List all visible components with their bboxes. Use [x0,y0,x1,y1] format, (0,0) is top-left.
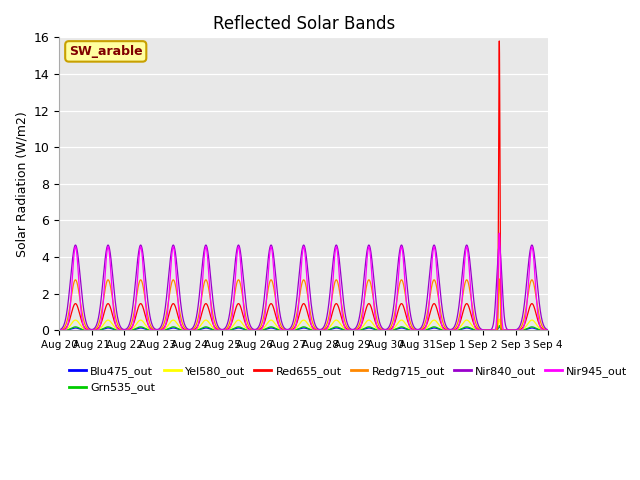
Grn535_out [440,327,448,333]
Yel580_out [55,327,63,333]
Blu475_out [55,327,63,333]
Nir945_out [495,230,503,236]
Grn535_out [489,327,497,333]
Nir945_out [371,310,378,316]
Line: Nir945_out: Nir945_out [59,233,548,330]
Yel580_out [495,316,503,322]
Yel580_out [160,326,168,332]
Yel580_out [543,327,550,333]
Redg715_out [371,305,378,311]
Grn535_out [543,327,550,333]
Yel580_out [155,327,163,333]
Nir840_out [55,327,63,333]
Nir840_out [160,314,168,320]
Nir945_out [440,326,448,332]
Line: Redg715_out: Redg715_out [59,279,548,330]
Redg715_out [155,327,163,333]
Redg715_out [238,291,246,297]
Blu475_out [489,327,497,333]
Nir840_out [155,326,163,332]
Red655_out [491,327,499,333]
Redg715_out [502,327,509,333]
Line: Nir840_out: Nir840_out [59,245,548,330]
Red655_out [371,317,378,323]
Nir945_out [545,327,552,333]
Yel580_out [371,324,378,329]
Legend: Blu475_out, Grn535_out, Yel580_out, Red655_out, Redg715_out, Nir840_out, Nir945_: Blu475_out, Grn535_out, Yel580_out, Red6… [65,361,632,398]
Blu475_out [371,326,378,332]
Title: Reflected Solar Bands: Reflected Solar Bands [212,15,395,33]
Nir945_out [543,327,550,333]
Nir945_out [160,326,168,332]
Y-axis label: Solar Radiation (W/m2): Solar Radiation (W/m2) [15,111,28,257]
Nir840_out [72,242,79,248]
Blu475_out [238,326,246,332]
Redg715_out [440,323,448,328]
Red655_out [545,327,552,333]
Grn535_out [160,327,168,333]
Redg715_out [495,276,503,282]
Red655_out [160,325,168,331]
Grn535_out [495,323,503,328]
Line: Yel580_out: Yel580_out [59,319,548,330]
Nir840_out [507,327,515,333]
Redg715_out [55,327,63,333]
Nir945_out [155,327,163,333]
Line: Blu475_out: Blu475_out [59,326,548,330]
Blu475_out [160,327,168,333]
Grn535_out [371,326,378,332]
Blu475_out [543,327,550,333]
Nir945_out [238,284,246,290]
Grn535_out [155,327,163,333]
Yel580_out [238,321,246,326]
Nir840_out [239,264,246,270]
Grn535_out [55,327,63,333]
Grn535_out [238,325,246,331]
Redg715_out [160,322,168,327]
Nir945_out [55,327,63,333]
Yel580_out [502,327,509,333]
Yel580_out [440,327,448,333]
Red655_out [495,38,503,44]
Nir840_out [440,317,448,323]
Blu475_out [440,327,448,333]
Red655_out [55,327,63,333]
Red655_out [440,325,448,331]
Nir840_out [371,286,379,291]
Red655_out [543,327,550,333]
Blu475_out [545,327,552,333]
Nir945_out [486,327,493,333]
Red655_out [238,309,246,315]
Redg715_out [543,327,550,333]
Nir840_out [545,327,552,333]
Yel580_out [545,327,552,333]
Line: Grn535_out: Grn535_out [59,325,548,330]
Nir840_out [543,326,550,332]
Blu475_out [155,327,163,333]
Blu475_out [495,324,503,329]
Red655_out [155,327,163,333]
Line: Red655_out: Red655_out [59,41,548,330]
Redg715_out [545,327,552,333]
Text: SW_arable: SW_arable [69,45,143,58]
Grn535_out [545,327,552,333]
